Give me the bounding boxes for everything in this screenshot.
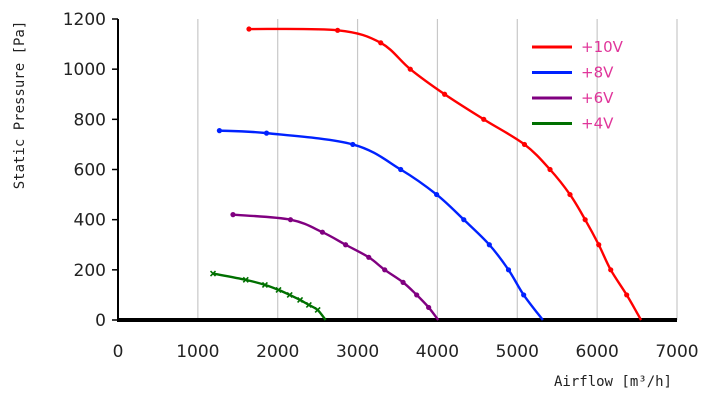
data-point-2-2 <box>319 229 326 235</box>
y-tick-label-1: 200 <box>74 261 106 281</box>
data-point-3-4 <box>286 291 293 298</box>
y-tick-label-0: 0 <box>95 311 106 331</box>
data-point-2-7 <box>414 292 420 298</box>
data-point-0-7 <box>547 166 553 173</box>
data-point-1-3 <box>398 166 404 173</box>
x-tick-label-3: 3000 <box>336 342 379 362</box>
data-point-0-10 <box>596 242 602 248</box>
data-point-2-6 <box>400 279 406 285</box>
data-point-0-2 <box>378 40 384 46</box>
y-axis-title: Static Pressure [Pa] <box>12 21 28 190</box>
data-point-1-8 <box>521 292 527 298</box>
data-point-0-11 <box>608 267 614 273</box>
legend: +10V +8V +6V +4V <box>532 38 624 133</box>
y-tick-label-2: 400 <box>74 211 106 231</box>
series-line-2 <box>232 213 440 321</box>
data-point-3-2 <box>261 281 269 288</box>
legend-label-2: +6V <box>581 89 614 107</box>
x-axis-title: Airflow [m³/h] <box>554 374 672 390</box>
data-point-0-1 <box>335 27 341 33</box>
y-tick-label-5: 1000 <box>63 60 106 80</box>
data-point-3-6 <box>305 301 312 309</box>
data-point-0-8 <box>567 191 573 198</box>
series-1 <box>216 128 544 321</box>
series-0 <box>246 26 643 321</box>
legend-label-1: +8V <box>581 64 614 82</box>
data-point-0-12 <box>624 292 630 298</box>
series-lines <box>209 26 643 321</box>
data-point-0-0 <box>246 26 252 32</box>
series-line-1 <box>219 129 544 321</box>
x-tick-label-1: 1000 <box>176 342 219 362</box>
data-point-2-3 <box>342 242 349 248</box>
data-point-2-5 <box>382 267 388 273</box>
x-tick-label-5: 5000 <box>496 342 539 362</box>
series-2 <box>230 212 440 321</box>
data-point-1-0 <box>216 128 223 134</box>
y-tick-labels: 0 200 400 600 800 1000 1200 <box>63 10 118 331</box>
data-point-1-4 <box>434 191 440 198</box>
grid-lines <box>197 19 678 320</box>
series-line-3 <box>212 272 327 321</box>
data-point-0-9 <box>582 217 588 223</box>
series-3 <box>209 270 327 321</box>
data-point-3-1 <box>242 276 249 283</box>
data-point-0-5 <box>481 116 487 122</box>
y-tick-label-6: 1200 <box>63 10 106 30</box>
data-point-3-7 <box>314 306 321 314</box>
y-tick-label-4: 800 <box>74 110 106 130</box>
y-tick-label-3: 600 <box>74 161 106 181</box>
x-tick-label-4: 4000 <box>416 342 459 362</box>
data-point-2-4 <box>366 254 372 260</box>
legend-label-0: +10V <box>581 38 624 56</box>
legend-label-3: +4V <box>581 115 614 133</box>
x-tick-labels: 0 1000 2000 3000 4000 5000 6000 7000 <box>113 342 699 362</box>
data-point-1-5 <box>461 217 467 223</box>
data-point-0-3 <box>407 66 413 72</box>
x-tick-label-6: 6000 <box>576 342 619 362</box>
data-point-2-8 <box>426 304 432 311</box>
x-tick-label-0: 0 <box>113 342 124 362</box>
x-tick-label-7: 7000 <box>655 342 698 362</box>
x-tick-label-2: 2000 <box>256 342 299 362</box>
data-point-0-6 <box>521 141 528 148</box>
data-point-1-2 <box>350 141 356 148</box>
data-point-2-1 <box>287 217 294 223</box>
data-point-3-3 <box>275 286 282 293</box>
data-point-1-7 <box>505 267 512 273</box>
data-point-3-5 <box>297 296 304 303</box>
data-point-0-4 <box>442 91 448 97</box>
data-point-2-0 <box>230 212 236 218</box>
data-point-1-1 <box>263 130 270 136</box>
data-point-3-0 <box>209 270 217 277</box>
data-point-1-6 <box>486 242 492 248</box>
